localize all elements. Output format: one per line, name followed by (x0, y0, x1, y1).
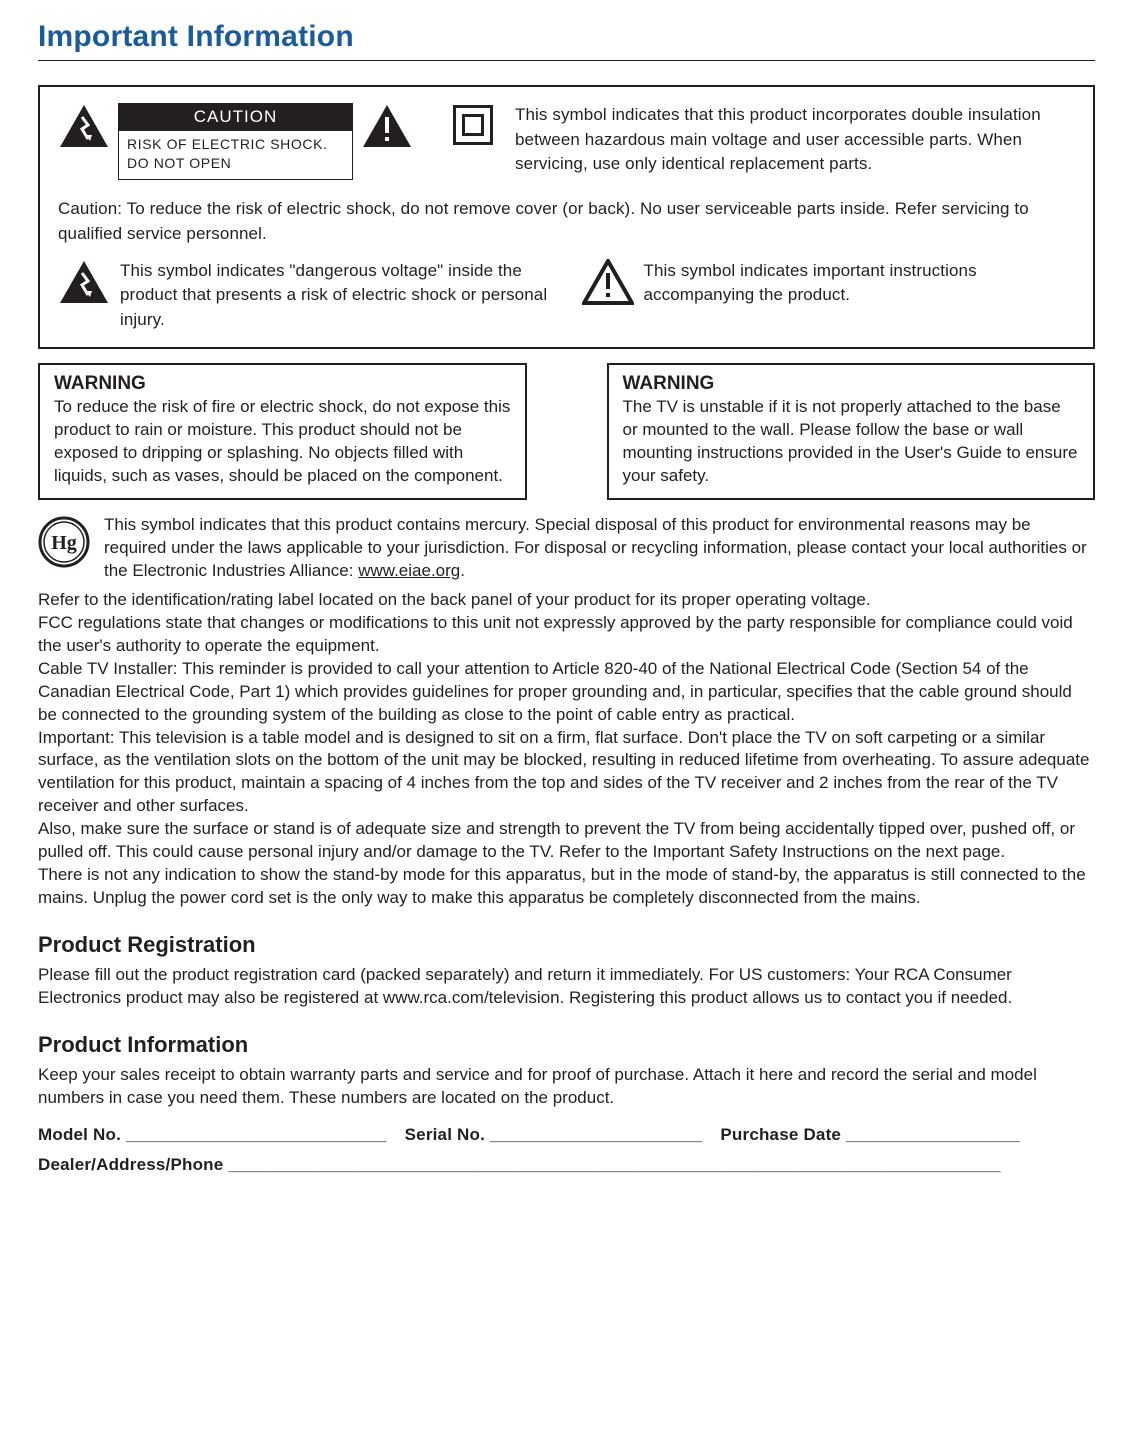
svg-text:Hg: Hg (51, 532, 77, 554)
product-information-text: Keep your sales receipt to obtain warran… (38, 1064, 1095, 1110)
product-registration-text: Please fill out the product registration… (38, 964, 1095, 1010)
product-information-title: Product Information (38, 1032, 1095, 1058)
important-instructions-text: This symbol indicates important instruct… (644, 259, 1076, 308)
lightning-triangle-icon (58, 103, 110, 149)
warning-row: WARNING To reduce the risk of fire or el… (38, 363, 1095, 500)
mercury-hg-icon: Hg (38, 516, 90, 568)
warning-title-right: WARNING (623, 371, 1080, 397)
mercury-block: Hg This symbol indicates that this produ… (38, 514, 1095, 583)
dangerous-voltage-text: This symbol indicates "dangerous voltage… (120, 259, 552, 333)
caution-header: CAUTION (119, 104, 352, 131)
body-para-2: Cable TV Installer: This reminder is pro… (38, 658, 1095, 727)
title-rule (38, 60, 1095, 61)
body-para-0: Refer to the identification/rating label… (38, 589, 1095, 612)
caution-body-text: RISK OF ELECTRIC SHOCK. DO NOT OPEN (119, 131, 352, 179)
caution-instruction-line: Caution: To reduce the risk of electric … (58, 196, 1075, 247)
page-title: Important Information (38, 20, 1095, 54)
warning-text-left: To reduce the risk of fire or electric s… (54, 397, 510, 485)
serial-no-field: Serial No. ______________________ (405, 1120, 703, 1151)
body-para-4: Also, make sure the surface or stand is … (38, 818, 1095, 864)
model-no-field: Model No. ___________________________ (38, 1120, 387, 1151)
body-para-5: There is not any indication to show the … (38, 864, 1095, 910)
symbol-caution-section: CAUTION RISK OF ELECTRIC SHOCK. DO NOT O… (38, 85, 1095, 349)
mercury-text: This symbol indicates that this product … (104, 514, 1095, 583)
body-para-1: FCC regulations state that changes or mo… (38, 612, 1095, 658)
eiae-link[interactable]: www.eiae.org (358, 561, 460, 580)
dealer-field: Dealer/Address/Phone ___________________… (38, 1150, 1095, 1181)
mercury-prefix: This symbol indicates that this product … (104, 515, 1087, 580)
info-fields: Model No. ___________________________ Se… (38, 1120, 1095, 1181)
double-insulation-text: This symbol indicates that this product … (515, 103, 1075, 177)
mercury-suffix: . (460, 561, 465, 580)
lightning-triangle-icon-2 (58, 259, 110, 305)
warning-box-moisture: WARNING To reduce the risk of fire or el… (38, 363, 527, 500)
warning-text-right: The TV is unstable if it is not properly… (623, 397, 1078, 485)
purchase-date-field: Purchase Date __________________ (720, 1120, 1019, 1151)
warning-box-mounting: WARNING The TV is unstable if it is not … (607, 363, 1096, 500)
exclamation-triangle-icon-2 (582, 259, 634, 305)
body-para-3: Important: This television is a table mo… (38, 727, 1095, 819)
caution-label-block: CAUTION RISK OF ELECTRIC SHOCK. DO NOT O… (118, 103, 353, 180)
exclamation-triangle-icon (361, 103, 413, 149)
warning-title-left: WARNING (54, 371, 511, 397)
product-registration-title: Product Registration (38, 932, 1095, 958)
double-insulation-icon (453, 105, 493, 145)
